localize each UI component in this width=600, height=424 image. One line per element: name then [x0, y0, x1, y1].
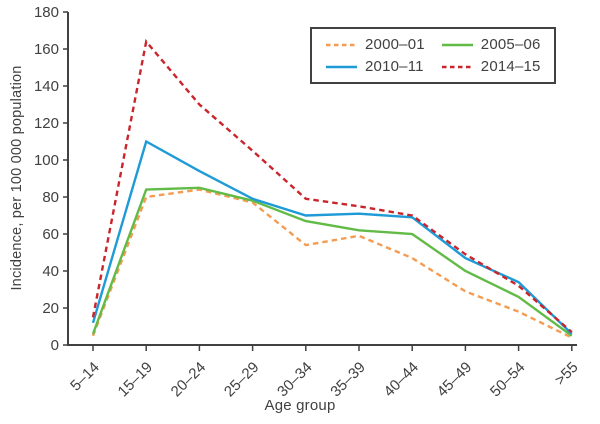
- legend-swatch-2010-11: [326, 65, 357, 68]
- x-tick-label-30-34: 30–34: [274, 359, 316, 401]
- x-tick-label-50-54: 50–54: [487, 359, 529, 401]
- y-tick-label: 120: [34, 115, 59, 132]
- y-tick-label: 180: [34, 4, 59, 21]
- y-tick-label: 0: [51, 337, 59, 354]
- legend-swatch-2000-01: [326, 43, 357, 46]
- legend-label-2005-06: 2005–06: [480, 36, 541, 53]
- x-tick-label-5-14: 5–14: [67, 359, 103, 395]
- y-tick-label: 60: [42, 226, 59, 243]
- legend-item-2005-06: 2005–06: [441, 36, 541, 53]
- legend-item-2014-15: 2014–15: [441, 58, 541, 75]
- x-tick-label-15-19: 15–19: [115, 359, 157, 401]
- legend-grid: 2000–01 2005–06 2010–11 2014–15: [325, 36, 541, 75]
- series-line-2010-11: [91, 139, 573, 335]
- x-axis-title: Age group: [264, 397, 336, 414]
- legend-label-2014-15: 2014–15: [480, 58, 541, 75]
- x-tick-label-45-49: 45–49: [434, 359, 476, 401]
- x-tick-label-35-39: 35–39: [327, 359, 369, 401]
- y-tick-label: 40: [42, 263, 59, 280]
- y-axis-title: Incidence, per 100 000 population: [9, 65, 25, 291]
- y-tick-label: 140: [34, 78, 59, 95]
- y-tick-label: 160: [34, 41, 59, 58]
- y-tick-label: 20: [42, 300, 59, 317]
- x-tick-label-25-29: 25–29: [221, 359, 263, 401]
- series-line-2014-15: [91, 38, 573, 334]
- x-tick-label-20-24: 20–24: [168, 359, 210, 401]
- legend-label-2000-01: 2000–01: [365, 36, 425, 53]
- legend-swatch-2005-06: [441, 43, 473, 46]
- legend-label-2010-11: 2010–11: [365, 58, 424, 75]
- series-line-2005-06: [91, 186, 573, 337]
- y-tick-label: 100: [34, 152, 59, 169]
- x-tick-label-40-44: 40–44: [381, 359, 423, 401]
- series-line-2000-01: [91, 188, 573, 339]
- legend-item-2010-11: 2010–11: [325, 58, 425, 75]
- x-tick-label-55: >55: [552, 359, 582, 389]
- legend-item-2000-01: 2000–01: [325, 36, 425, 53]
- legend-swatch-2014-15: [441, 65, 473, 68]
- y-tick-label: 80: [42, 189, 59, 206]
- legend: 2000–01 2005–06 2010–11 2014–15: [310, 27, 556, 84]
